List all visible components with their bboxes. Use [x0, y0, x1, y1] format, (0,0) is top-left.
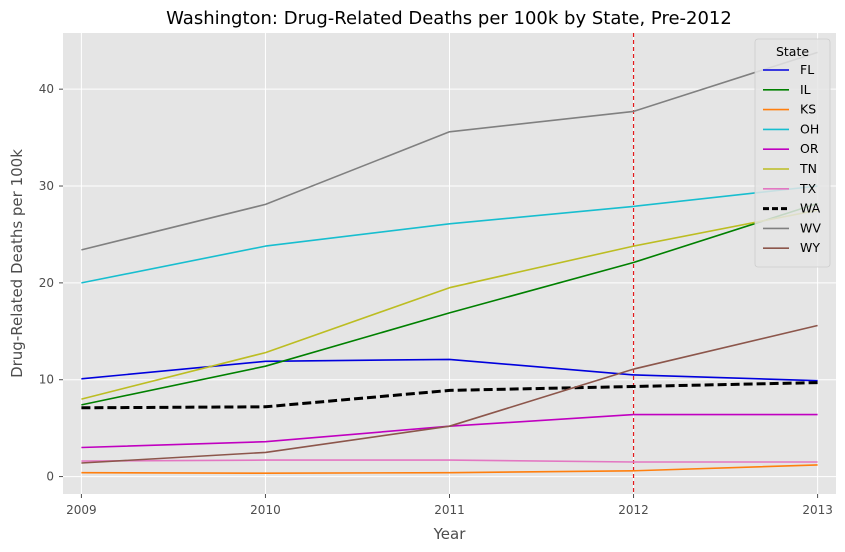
x-axis-label: Year	[433, 525, 467, 543]
series-line-tn	[81, 209, 818, 400]
series-line-oh	[81, 185, 818, 284]
series-line-wa	[81, 381, 818, 410]
series-line-wv	[81, 51, 818, 251]
x-tick-label: 2011	[434, 503, 465, 517]
legend-label-wa: WA	[800, 201, 821, 216]
series-line-ks	[81, 464, 818, 475]
y-tick-label: 10	[39, 373, 54, 387]
legend-label-fl: FL	[800, 62, 814, 77]
y-tick-label: 0	[46, 470, 54, 484]
y-tick-label: 30	[39, 179, 54, 193]
y-tick-label: 20	[39, 276, 54, 290]
legend-label-or: OR	[800, 141, 819, 156]
legend: State FL IL KS OH OR TN TX WA WV WY	[754, 38, 831, 268]
series-line-wy	[81, 324, 818, 464]
x-tick-label: 2009	[66, 503, 97, 517]
legend-label-oh: OH	[800, 121, 819, 136]
legend-label-tn: TN	[799, 161, 817, 176]
axis-ticks: 2009 2010 2011 2012 2013 0 10 20 30 40	[39, 82, 833, 517]
legend-label-tx: TX	[799, 181, 817, 196]
chart-title: Washington: Drug-Related Deaths per 100k…	[166, 8, 732, 29]
legend-label-wy: WY	[800, 240, 820, 255]
x-tick-label: 2010	[250, 503, 281, 517]
legend-label-ks: KS	[800, 102, 816, 117]
x-tick-label: 2013	[802, 503, 833, 517]
legend-title: State	[776, 44, 809, 59]
x-tick-label: 2012	[618, 503, 649, 517]
series-line-il	[81, 202, 818, 406]
y-axis-label: Drug-Related Deaths per 100k	[8, 149, 26, 378]
legend-label-wv: WV	[800, 220, 821, 235]
series-line-tx	[81, 459, 818, 463]
grid-lines	[63, 33, 836, 494]
legend-label-il: IL	[800, 82, 811, 97]
series-line-fl	[81, 358, 818, 382]
series-lines	[81, 51, 818, 475]
y-tick-label: 40	[39, 82, 54, 96]
